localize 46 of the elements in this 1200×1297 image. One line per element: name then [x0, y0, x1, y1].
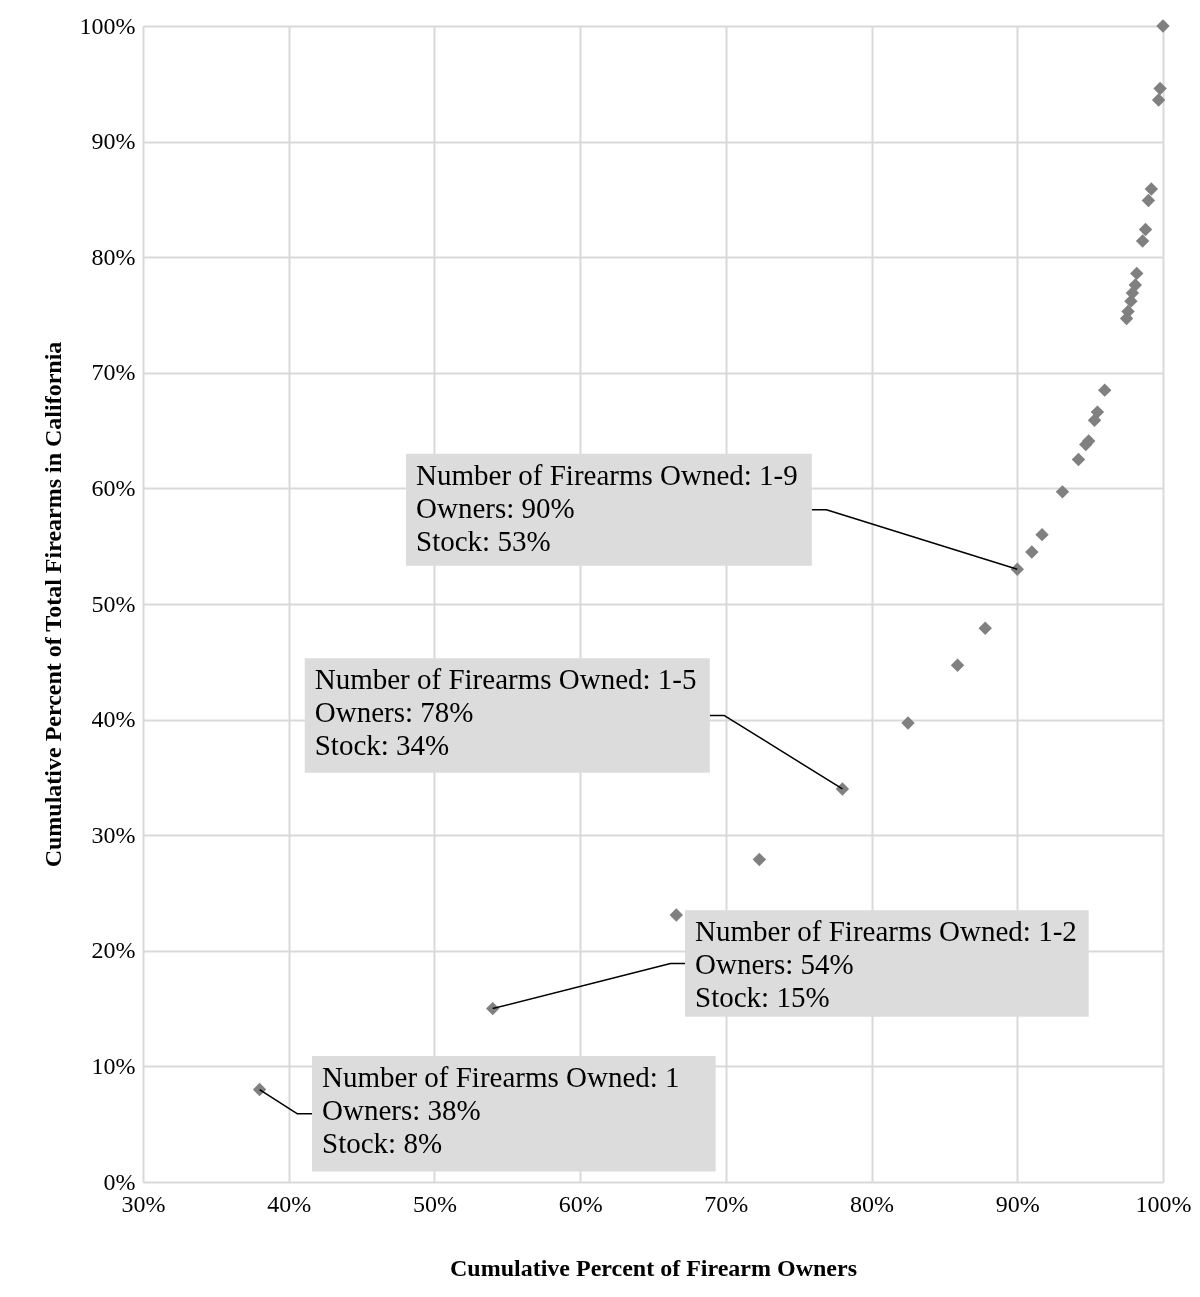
annotation: Number of Firearms Owned: 1 Owners: 38% Stock: 8%	[322, 1061, 680, 1159]
x-tick-label: 50%	[412, 1190, 457, 1217]
x-axis-title: Cumulative Percent of Firearm Owners	[449, 1254, 858, 1281]
y-tick-label: 30%	[91, 821, 136, 848]
point	[1135, 234, 1150, 248]
x-tick-label: 100%	[1135, 1190, 1192, 1217]
point	[1151, 93, 1166, 107]
point	[978, 621, 992, 635]
annotation: Number of Firearms Owned: 1-5 Owners: 78% Stock: 34%	[314, 663, 697, 762]
y-tick-label: 100%	[79, 12, 136, 39]
y-tick-label: 40%	[91, 706, 136, 733]
point	[835, 782, 850, 796]
point	[1153, 81, 1167, 96]
y-tick-label: 80%	[91, 243, 136, 270]
y-tick-label: 50%	[91, 590, 136, 617]
point	[950, 658, 965, 672]
x-tick-label: 40%	[267, 1190, 312, 1217]
y-tick-label: 60%	[91, 474, 136, 501]
point	[1141, 193, 1156, 208]
x-tick-label: 80%	[850, 1190, 895, 1217]
point	[1144, 182, 1159, 196]
point	[1156, 19, 1170, 33]
point	[1130, 266, 1144, 281]
x-tick-label: 70%	[704, 1190, 749, 1217]
point	[1128, 278, 1143, 292]
annotation: Number of Firearms Owned: 1-9 Owners: 90% Stock: 53%	[416, 458, 798, 557]
y-tick-label: 10%	[91, 1052, 136, 1079]
y-axis-title: Cumulative Percent of Total Firearms in California	[39, 341, 66, 868]
point	[669, 908, 684, 922]
point	[1125, 286, 1140, 300]
point	[752, 852, 767, 867]
y-tick-label: 70%	[91, 359, 136, 386]
point	[901, 716, 915, 730]
point	[1055, 485, 1070, 499]
point	[1071, 452, 1086, 467]
y-tick-label: 20%	[91, 937, 136, 964]
x-tick-label: 90%	[995, 1190, 1040, 1217]
y-tick-label: 90%	[91, 128, 136, 155]
point	[1081, 434, 1096, 448]
annotation: Number of Firearms Owned: 1-2 Owners: 54% Stock: 15%	[695, 915, 1077, 1014]
point	[1138, 222, 1153, 237]
point	[1025, 545, 1039, 559]
point	[1035, 527, 1049, 542]
x-tick-label: 60%	[558, 1190, 603, 1217]
point	[1090, 405, 1105, 419]
point	[1098, 383, 1112, 397]
